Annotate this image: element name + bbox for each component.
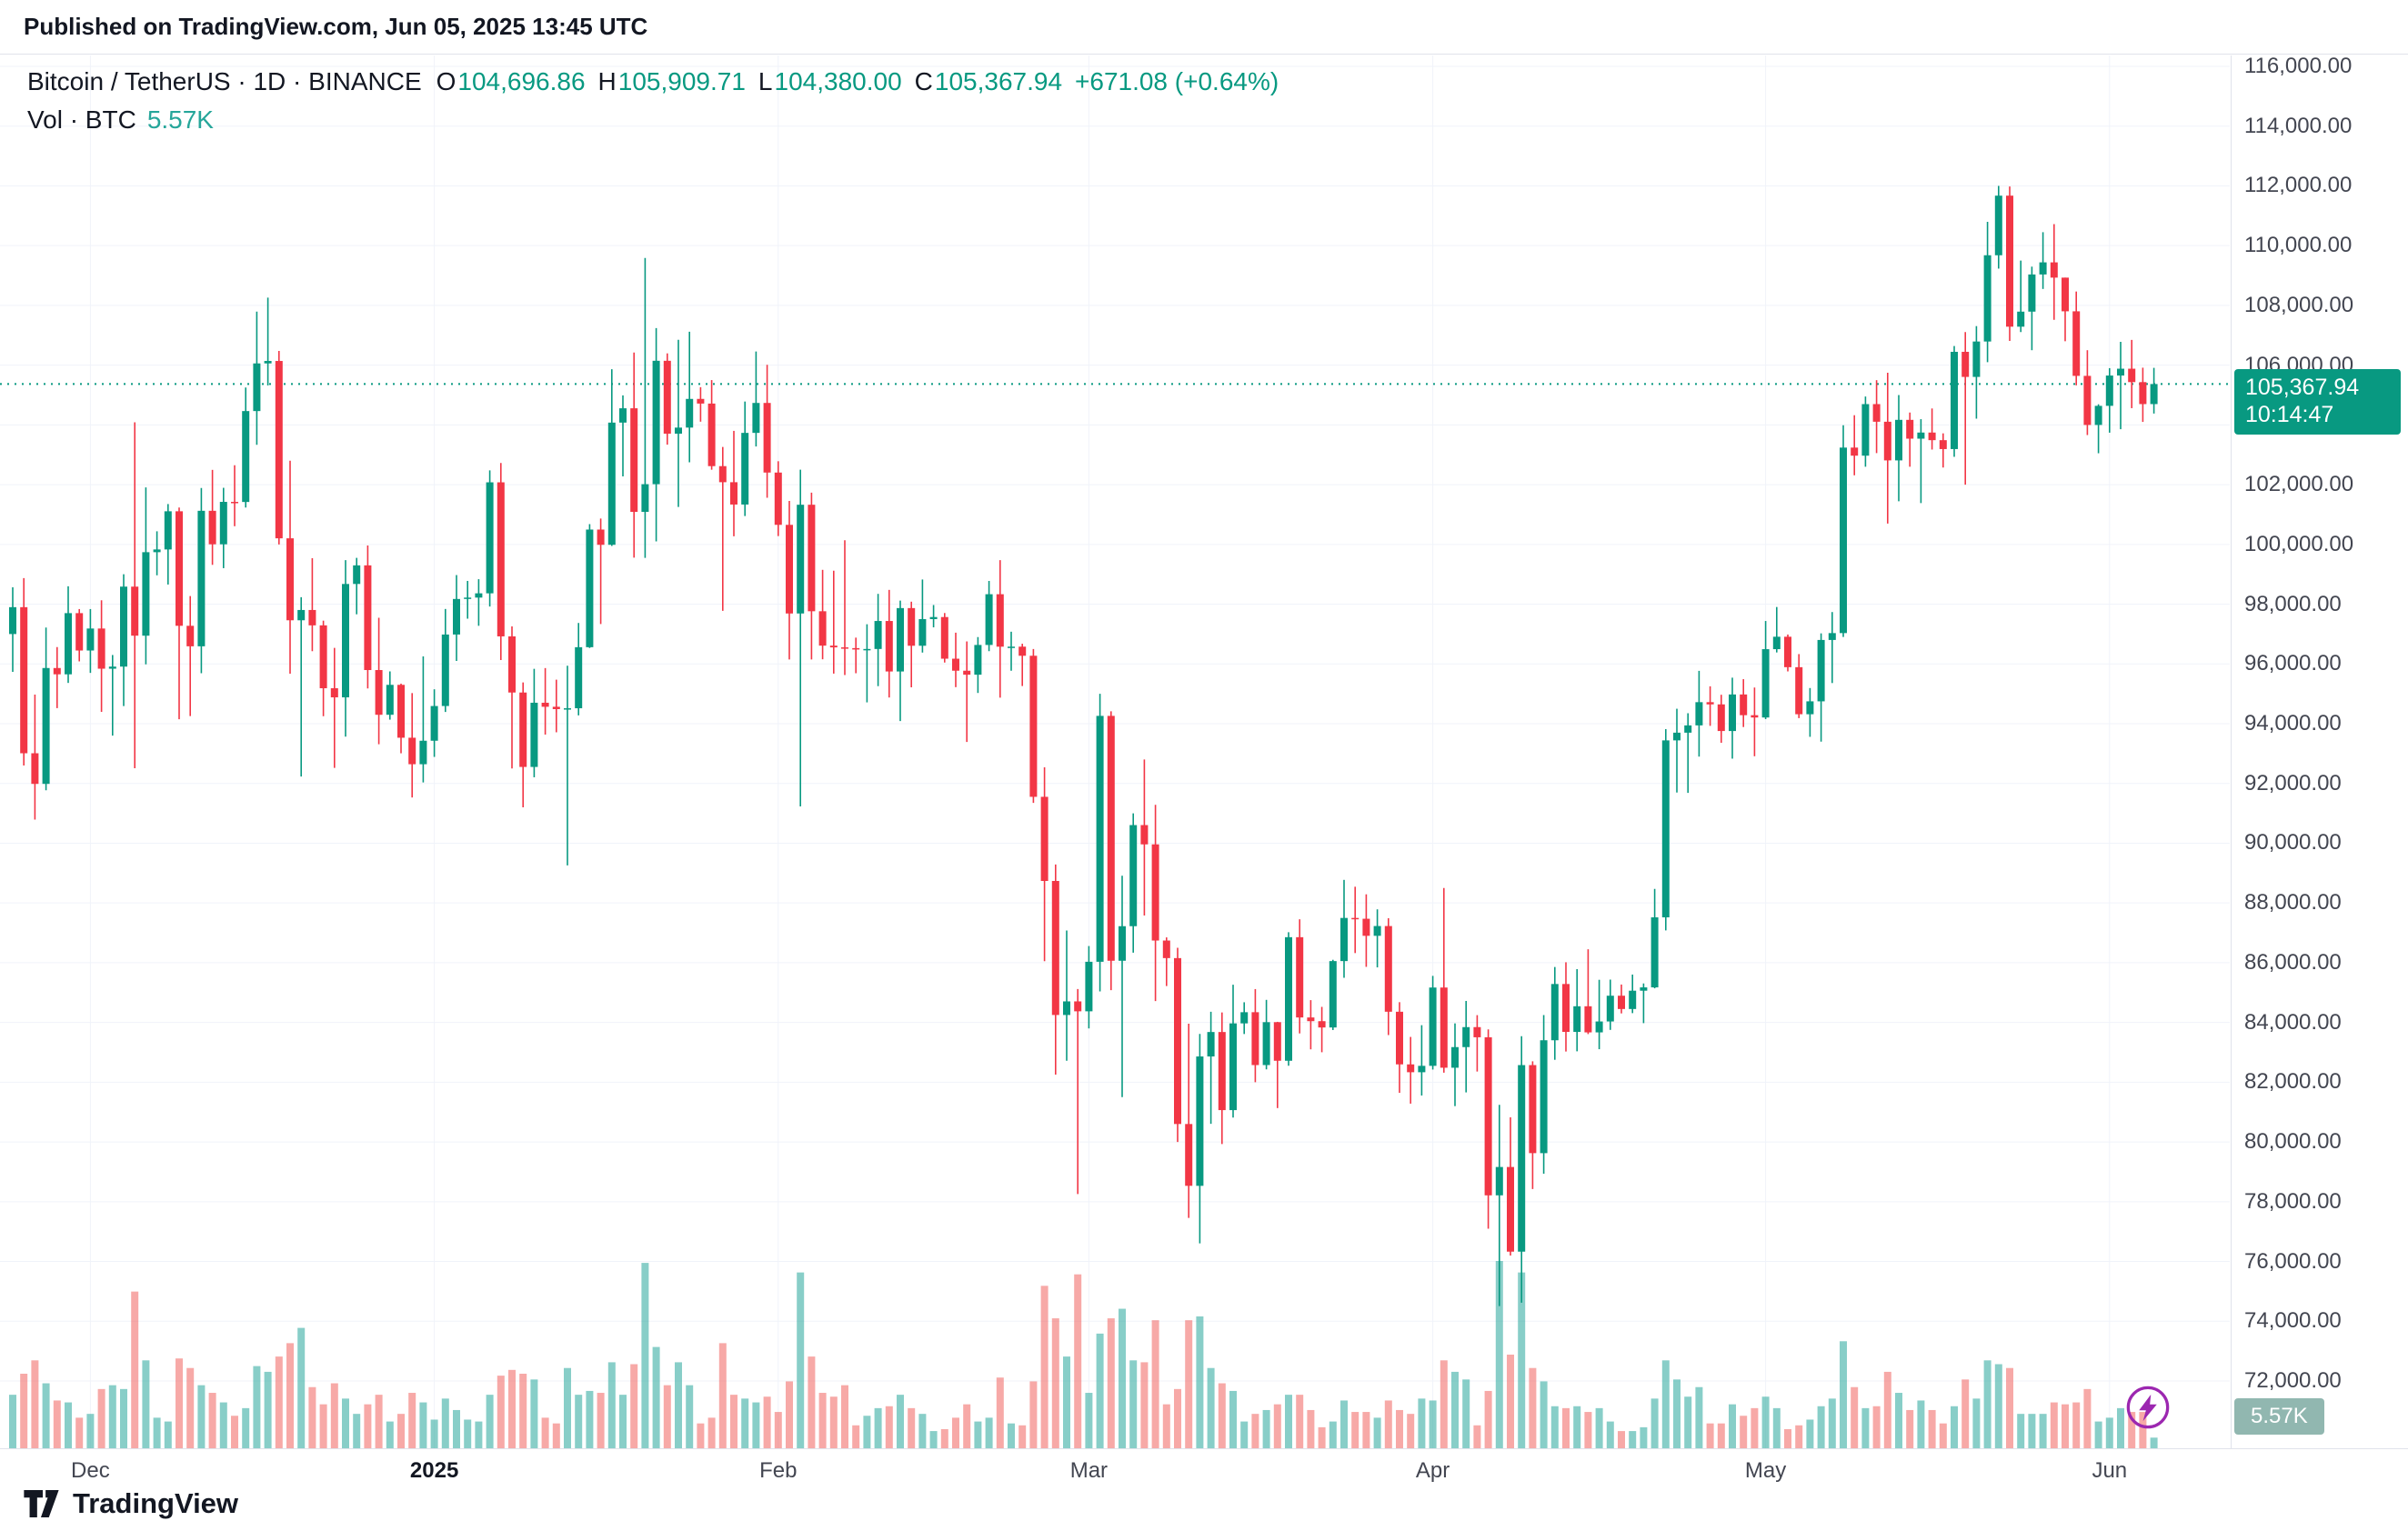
close-label: C [914, 67, 933, 95]
lightning-icon [2126, 1386, 2170, 1429]
change-value: +671.08 (+0.64%) [1075, 67, 1279, 95]
high-value: 105,909.71 [617, 67, 746, 95]
open-value: 104,696.86 [457, 67, 586, 95]
time-axis-label: Apr [1415, 1458, 1450, 1483]
low-label: L [758, 67, 773, 95]
published-bar: Published on TradingView.com, Jun 05, 20… [0, 0, 2408, 55]
legend-row-symbol: Bitcoin / TetherUS · 1D · BINANCE O104,69… [27, 63, 1279, 101]
price-axis-label: 102,000.00 [2244, 472, 2354, 497]
price-axis-label: 84,000.00 [2244, 1009, 2342, 1035]
price-axis-label: 96,000.00 [2244, 651, 2342, 676]
volume-axis-badge: 5.57K [2234, 1398, 2324, 1435]
low-value: 104,380.00 [774, 67, 902, 95]
price-axis-label: 74,000.00 [2244, 1308, 2342, 1334]
price-axis-label: 80,000.00 [2244, 1129, 2342, 1155]
time-axis-label: 2025 [409, 1458, 459, 1483]
time-axis-label: May [1744, 1458, 1787, 1483]
symbol-title: Bitcoin / TetherUS · 1D · BINANCE [27, 67, 422, 95]
price-axis-label: 78,000.00 [2244, 1188, 2342, 1214]
price-axis-label: 88,000.00 [2244, 890, 2342, 916]
price-axis-label: 110,000.00 [2244, 233, 2353, 258]
time-axis-label: Dec [71, 1458, 110, 1483]
volume-value: 5.57K [146, 105, 214, 134]
price-axis-label: 100,000.00 [2244, 531, 2354, 556]
price-axis-label: 72,000.00 [2244, 1368, 2342, 1393]
time-axis-label: Jun [2092, 1458, 2128, 1483]
price-axis-label: 90,000.00 [2244, 830, 2342, 856]
price-chart[interactable] [0, 55, 2230, 1448]
price-axis-label: 86,000.00 [2244, 949, 2342, 975]
price-axis[interactable]: 116,000.00 114,000.00 112,000.00 110,000.00… [2231, 54, 2408, 1448]
chart-region[interactable]: Bitcoin / TetherUS · 1D · BINANCE O104,69… [0, 55, 2230, 1448]
footer-brand[interactable]: TradingView [24, 1487, 238, 1520]
volume-label: Vol · BTC [27, 105, 136, 134]
price-axis-label: 98,000.00 [2244, 591, 2342, 616]
time-axis-label: Mar [1069, 1458, 1109, 1483]
close-value: 105,367.94 [934, 67, 1063, 95]
legend-row-volume: Vol · BTC 5.57K [27, 101, 1279, 139]
volume-bars [9, 1261, 2158, 1448]
price-axis-label: 112,000.00 [2244, 173, 2353, 198]
price-axis-label: 82,000.00 [2244, 1069, 2342, 1095]
bar-countdown: 10:14:47 [2245, 402, 2334, 428]
high-label: H [597, 67, 617, 95]
price-axis-label: 114,000.00 [2244, 113, 2353, 138]
lightning-boost-button[interactable] [2124, 1384, 2172, 1431]
candlesticks [9, 185, 2158, 1306]
last-price-value: 105,367.94 [2245, 375, 2360, 401]
published-text: Published on TradingView.com, Jun 05, 20… [24, 13, 648, 40]
price-axis-label: 116,000.00 [2244, 54, 2353, 78]
time-axis[interactable]: Dec 2025 Feb Mar Apr May Jun [0, 1448, 2408, 1492]
price-axis-label: 94,000.00 [2244, 711, 2342, 735]
price-axis-label: 76,000.00 [2244, 1248, 2342, 1274]
tradingview-logo-icon [24, 1489, 59, 1517]
open-label: O [436, 67, 457, 95]
price-axis-label: 92,000.00 [2244, 770, 2342, 796]
chart-legend: Bitcoin / TetherUS · 1D · BINANCE O104,69… [27, 63, 1279, 139]
tradingview-brand-text: TradingView [73, 1487, 239, 1519]
last-price-badge: 105,367.94 10:14:47 [2234, 369, 2401, 435]
price-axis-label: 108,000.00 [2244, 292, 2354, 317]
time-axis-label: Feb [759, 1458, 798, 1483]
